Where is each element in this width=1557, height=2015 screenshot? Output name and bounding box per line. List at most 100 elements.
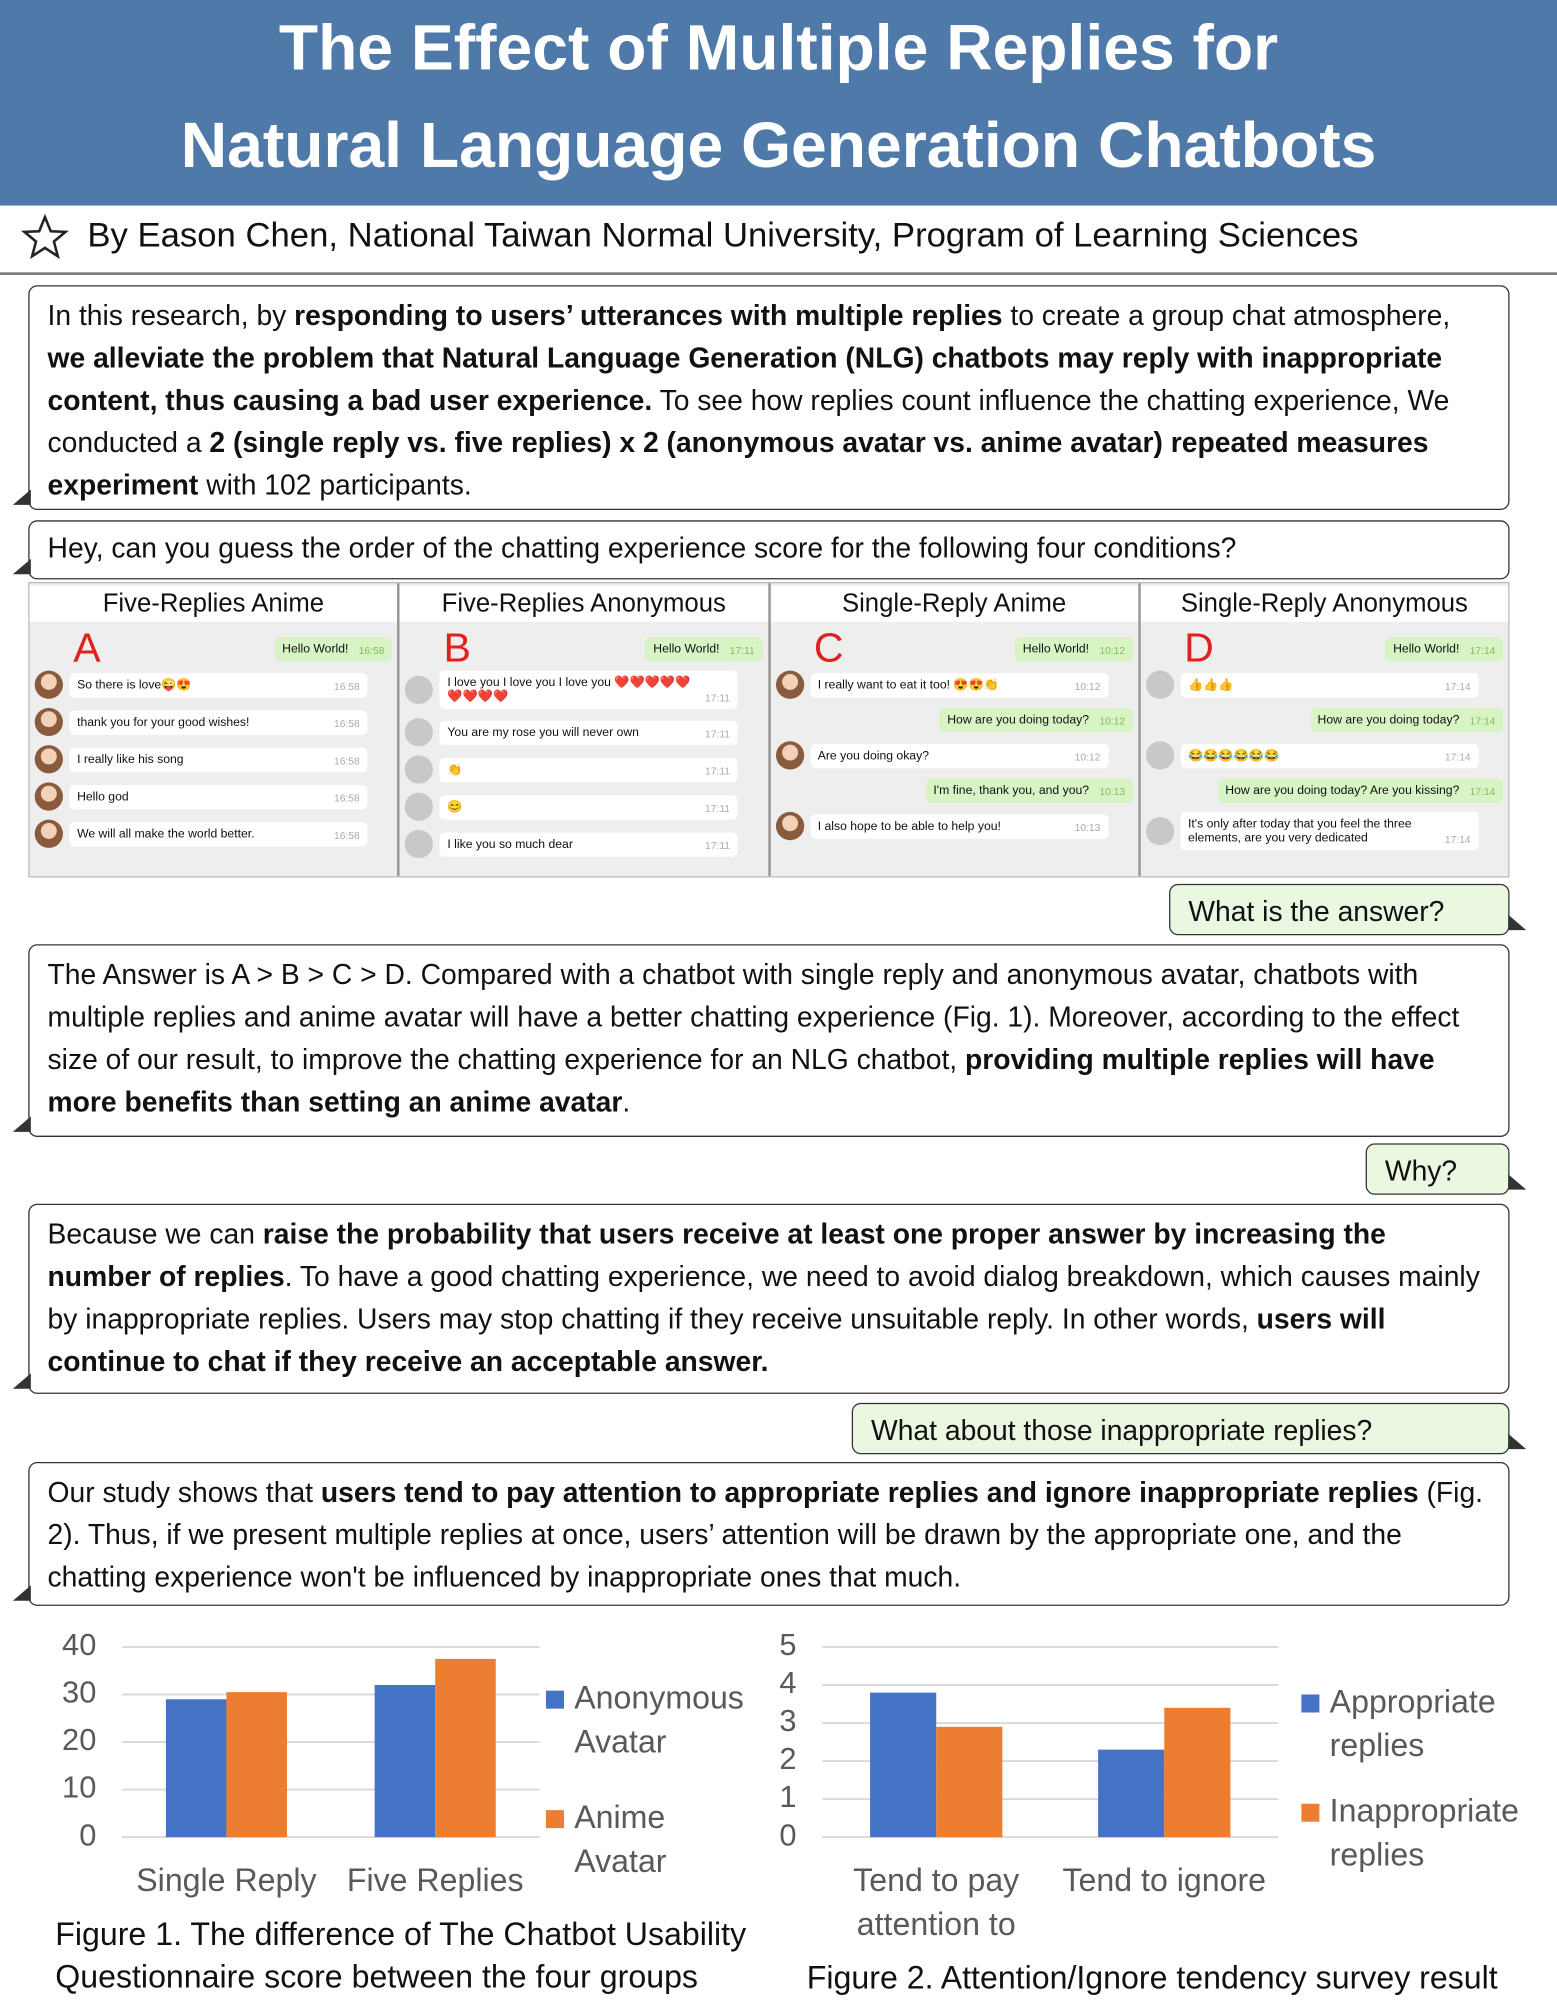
chat-panel: Single-Reply Anonymous D Hello World! 17:14… xyxy=(1140,583,1509,876)
inappropriate-bubble: Our study shows that users tend to pay a… xyxy=(12,1461,1510,1606)
text-run: Hey, can you guess the order of the chat… xyxy=(47,531,1237,564)
message: I also hope to be able to help you! 10:13 xyxy=(775,811,1132,841)
message-bubble: So there is love😜😍 16:58 xyxy=(69,672,368,697)
x-tick-label: Tend to ignore xyxy=(1062,1862,1267,1899)
text-run: To see how replies count influence the c… xyxy=(47,384,1450,459)
bold-run: raise the probability that users receive… xyxy=(47,1217,1386,1293)
message-time: 17:11 xyxy=(705,839,731,852)
message: Hello World! 16:58 xyxy=(35,637,393,662)
ask-bubble: What about those inappropriate replies? xyxy=(851,1402,1527,1455)
message: We will all make the world better. 16:58 xyxy=(34,819,392,848)
message-list: Hello World! 16:58 So there is love😜😍 16:58… xyxy=(34,637,393,848)
message-list: Hello World! 17:14 👍👍👍 17:14 How are you doi… xyxy=(1145,637,1504,851)
message-text: How are you doing today? xyxy=(1317,713,1460,728)
y-tick-label: 3 xyxy=(779,1703,796,1738)
message: 😊 17:11 xyxy=(405,792,762,821)
y-tick-label: 2 xyxy=(779,1741,796,1776)
bold-run: providing multiple replies will have mor… xyxy=(47,1043,1435,1118)
message: Hello World! 10:12 xyxy=(775,637,1133,662)
legend-item: Anime Avatar xyxy=(545,1796,739,1883)
message: I really like his song 16:58 xyxy=(34,745,392,774)
chart-caption: Figure 1. The difference of The Chatbot … xyxy=(55,1916,747,1996)
message-bubble: How are you doing today? Are you kissing… xyxy=(1217,778,1504,803)
avatar xyxy=(1145,670,1174,699)
message-bubble: Hello World! 10:12 xyxy=(1015,637,1133,662)
text-run: to create a group chat atmosphere, xyxy=(1002,299,1451,332)
message-time: 10:13 xyxy=(1074,821,1101,834)
legend-swatch xyxy=(545,1810,564,1829)
y-tick-label: 0 xyxy=(779,1817,796,1852)
message: How are you doing today? Are you kissing… xyxy=(1146,778,1504,803)
message-time: 16:58 xyxy=(333,717,360,730)
message-bubble: 😊 17:11 xyxy=(439,794,738,819)
message-bubble: I really want to eat it too! 😍😍👏 10:12 xyxy=(810,672,1109,697)
avatar xyxy=(405,792,434,821)
message-text: I'm fine, thank you, and you? xyxy=(933,783,1090,798)
ask-bubble: What is the answer? xyxy=(1169,883,1527,936)
message-time: 17:11 xyxy=(705,727,731,740)
message-time: 17:14 xyxy=(1444,833,1471,846)
text-run: with 102 participants. xyxy=(198,468,472,502)
message: How are you doing today? 17:14 xyxy=(1146,707,1504,733)
message-text: 😊 xyxy=(447,799,463,814)
message: thank you for your good wishes! 16:58 xyxy=(34,707,392,737)
title: The Effect of Multiple Replies for xyxy=(278,11,1279,84)
message-bubble: I love you I love you I love you ❤️❤️❤️❤… xyxy=(439,670,738,710)
text-run: Because we can xyxy=(47,1217,263,1251)
panel-title: Single-Reply Anime xyxy=(770,585,1138,622)
avatar xyxy=(1145,741,1174,770)
message: Are you doing okay? 10:12 xyxy=(775,741,1132,770)
x-tick-label: Five Replies xyxy=(346,1862,524,1899)
y-tick-label: 4 xyxy=(779,1665,796,1700)
bar xyxy=(435,1658,496,1838)
y-tick-label: 40 xyxy=(62,1627,96,1662)
message: I really want to eat it too! 😍😍👏 10:12 xyxy=(775,670,1132,699)
panel-letter: C xyxy=(813,624,844,671)
legend-swatch xyxy=(1301,1694,1320,1713)
message-time: 17:11 xyxy=(705,692,731,705)
avatar xyxy=(405,755,434,784)
message-text: So there is love😜😍 xyxy=(77,677,192,692)
y-tick-label: 30 xyxy=(62,1675,96,1710)
text-run: . To have a good chatting experience, we… xyxy=(47,1260,1480,1335)
avatar xyxy=(405,718,434,747)
intro-bubble: In this research, by responding to users… xyxy=(12,285,1510,511)
message-text: I also hope to be able to help you! xyxy=(817,818,1001,834)
bar xyxy=(374,1685,436,1838)
message-bubble: How are you doing today? 17:14 xyxy=(1309,707,1504,733)
message-bubble: 😂😂😂😂😂😂 17:14 xyxy=(1180,743,1479,768)
avatar xyxy=(775,741,804,770)
message-text: Hello World! xyxy=(1022,642,1090,657)
legend-item: Anonymous Avatar xyxy=(545,1677,744,1764)
header-band xyxy=(0,0,1557,206)
message-time: 16:58 xyxy=(358,644,385,657)
legend-label: Inappropriate replies xyxy=(1329,1793,1519,1874)
message: I love you I love you I love you ❤️❤️❤️❤… xyxy=(405,670,762,710)
message-text: I really like his song xyxy=(77,752,184,767)
message: 👍👍👍 17:14 xyxy=(1145,670,1503,699)
message-bubble: I'm fine, thank you, and you? 10:13 xyxy=(925,778,1133,803)
avatar xyxy=(405,675,434,705)
text-run: . xyxy=(622,1085,631,1118)
message-text: Hello World! xyxy=(1393,642,1460,657)
star-icon xyxy=(21,213,69,260)
panel-title: Five-Replies Anonymous xyxy=(399,585,768,622)
y-tick-label: 5 xyxy=(779,1627,796,1662)
message-bubble: 👏 17:11 xyxy=(439,757,738,782)
message-bubble: Are you doing okay? 10:12 xyxy=(810,743,1109,768)
text-run: Our study shows that xyxy=(47,1476,321,1509)
chat-screenshots: Five-Replies Anime A Hello World! 16:58 So t… xyxy=(28,581,1510,878)
question-bubble: Hey, can you guess the order of the chat… xyxy=(12,520,1510,580)
avatar xyxy=(1145,817,1174,846)
message-text: I love you I love you I love you ❤️❤️❤️❤… xyxy=(447,675,691,705)
message: I'm fine, thank you, and you? 10:13 xyxy=(775,778,1133,803)
legend-item: Appropriate replies xyxy=(1301,1680,1532,1767)
avatar xyxy=(34,745,63,774)
message-time: 17:14 xyxy=(1469,644,1496,657)
message-bubble: 👍👍👍 17:14 xyxy=(1180,672,1479,697)
message-time: 17:14 xyxy=(1444,680,1471,692)
bold-run: we alleviate the problem that Natural La… xyxy=(47,341,1443,417)
